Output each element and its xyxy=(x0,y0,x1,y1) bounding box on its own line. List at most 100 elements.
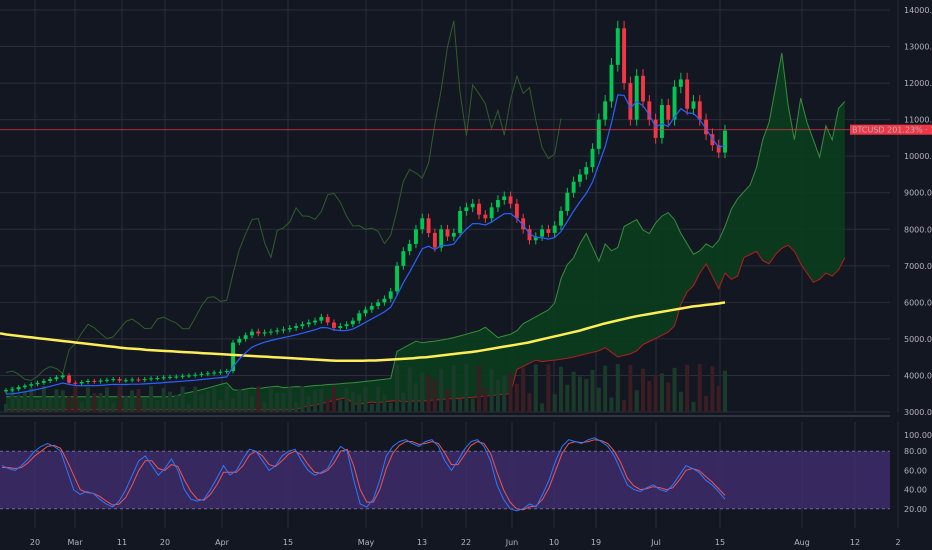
time-tick-label: Apr xyxy=(215,538,230,547)
candle-body xyxy=(332,322,336,328)
candle-body xyxy=(111,379,116,381)
volume-bar xyxy=(306,396,311,412)
volume-bar xyxy=(413,383,418,412)
volume-bar xyxy=(489,369,494,412)
volume-bar xyxy=(685,364,690,412)
candle-body xyxy=(508,196,513,204)
time-tick-label: 22 xyxy=(461,538,471,547)
volume-bar xyxy=(167,391,172,412)
candle-body xyxy=(325,316,330,323)
volume-bar xyxy=(552,394,557,412)
volume-bar xyxy=(628,365,633,412)
time-tick-label: 13 xyxy=(417,538,427,547)
time-tick-label: 12 xyxy=(850,538,860,547)
volume-bar xyxy=(697,364,702,412)
ema-line xyxy=(5,94,726,395)
candle-body xyxy=(130,379,135,381)
candle-body xyxy=(697,101,702,120)
candle-body xyxy=(420,218,425,230)
volume-bar xyxy=(4,404,8,412)
volume-bar xyxy=(420,372,425,412)
candle-body xyxy=(672,86,677,120)
candle-body xyxy=(275,330,280,332)
time-tick-label: 20 xyxy=(160,538,170,547)
lagging-span xyxy=(5,20,562,382)
price-tick-label: 12000.00 xyxy=(904,79,932,88)
candle-body xyxy=(224,371,229,373)
candle-body xyxy=(4,390,8,392)
candle-body xyxy=(704,119,709,135)
candle-body xyxy=(546,229,551,233)
volume-bar xyxy=(647,381,652,412)
volume-bar xyxy=(325,398,330,412)
volume-bar xyxy=(98,393,103,412)
volume-bar xyxy=(142,398,147,412)
candle-body xyxy=(186,375,191,377)
candle-body xyxy=(149,378,154,380)
osc-tick-label: 100.00 xyxy=(904,431,932,440)
candle-body xyxy=(659,105,664,138)
volume-bar xyxy=(338,400,343,412)
candle-body xyxy=(205,373,210,375)
volume-bar xyxy=(344,388,349,412)
volume-bar xyxy=(60,390,65,412)
candle-body xyxy=(426,218,431,233)
volume-bar xyxy=(180,386,185,412)
candle-body xyxy=(212,372,217,374)
volume-bar xyxy=(641,368,646,412)
candle-body xyxy=(142,379,147,381)
volume-bar xyxy=(451,365,456,412)
price-tick-label: 9000.00 xyxy=(904,189,932,198)
price-tick-label: 13000.00 xyxy=(904,43,932,52)
candle-body xyxy=(180,375,185,377)
volume-bar xyxy=(249,396,254,412)
candle-body xyxy=(489,207,494,219)
volume-bar xyxy=(723,370,727,412)
volume-bar xyxy=(161,388,166,412)
volume-bar xyxy=(193,386,198,412)
candle-body xyxy=(41,380,46,383)
volume-bar xyxy=(376,386,381,412)
candle-body xyxy=(193,374,198,376)
volume-bar xyxy=(313,390,318,412)
candle-body xyxy=(218,371,223,373)
candle-body xyxy=(401,251,406,266)
volume-bar xyxy=(691,401,696,412)
volume-bar xyxy=(231,398,236,412)
osc-tick-label: 60.00 xyxy=(904,466,927,475)
candle-body xyxy=(363,309,368,314)
volume-bar xyxy=(212,388,217,412)
time-tick-label: 20 xyxy=(30,538,40,547)
time-tick-label: 19 xyxy=(591,538,601,547)
volume-bar xyxy=(85,387,90,412)
volume-bar xyxy=(186,403,191,412)
volume-bar xyxy=(678,391,683,412)
time-tick-label: Jul xyxy=(650,538,661,547)
candle-body xyxy=(168,376,172,378)
volume-bar xyxy=(300,386,305,412)
candle-body xyxy=(445,229,450,237)
volume-bar xyxy=(634,390,639,412)
candle-body xyxy=(615,28,620,65)
volume-bar xyxy=(363,386,368,412)
price-tick-label: 3000.00 xyxy=(904,408,932,417)
candle-body xyxy=(388,291,393,299)
time-tick-label: 10 xyxy=(549,538,559,547)
volume-bar xyxy=(666,382,671,412)
volume-bar xyxy=(294,402,299,412)
candle-body xyxy=(521,218,526,230)
volume-bars xyxy=(4,364,727,412)
price-tick-label: 8000.00 xyxy=(904,225,932,234)
volume-bar xyxy=(565,384,570,412)
time-tick-label: Jun xyxy=(505,538,519,547)
volume-bar xyxy=(514,383,519,412)
candle-body xyxy=(634,75,639,120)
volume-bar xyxy=(218,400,223,412)
time-tick-label: 11 xyxy=(117,538,127,547)
candle-body xyxy=(16,387,21,390)
volume-bar xyxy=(205,391,210,412)
volume-bar xyxy=(54,389,59,412)
volume-bar xyxy=(357,394,362,412)
candle-body xyxy=(495,200,500,208)
